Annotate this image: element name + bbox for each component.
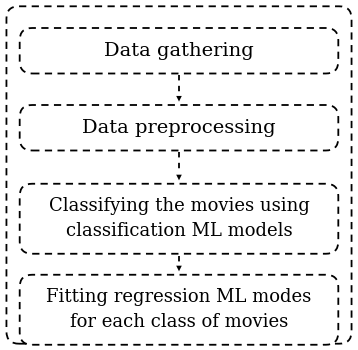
FancyBboxPatch shape	[20, 184, 338, 254]
Text: Data gathering: Data gathering	[104, 42, 254, 60]
FancyBboxPatch shape	[20, 105, 338, 150]
Text: Classifying the movies using
classification ML models: Classifying the movies using classificat…	[49, 197, 309, 240]
FancyBboxPatch shape	[20, 275, 338, 345]
Text: Fitting regression ML modes
for each class of movies: Fitting regression ML modes for each cla…	[47, 288, 311, 331]
Text: Data preprocessing: Data preprocessing	[82, 119, 276, 137]
FancyBboxPatch shape	[20, 28, 338, 74]
